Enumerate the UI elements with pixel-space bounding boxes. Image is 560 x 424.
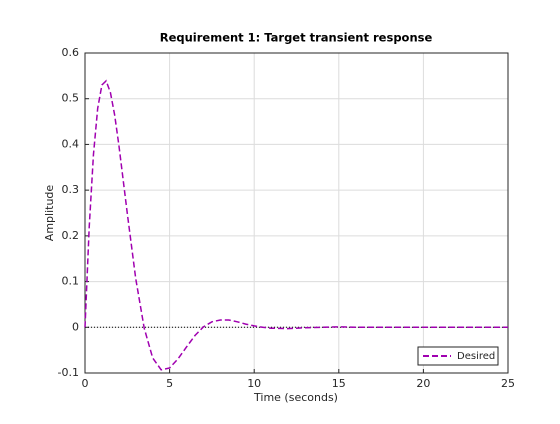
axes-box [84, 52, 509, 374]
x-tick-label: 5 [166, 377, 173, 390]
y-tick-label: 0.4 [62, 137, 80, 150]
x-tick-label: 10 [247, 377, 261, 390]
plot-area [85, 53, 508, 373]
chart-title: Requirement 1: Target transient response [160, 31, 433, 45]
y-tick-label: 0 [72, 320, 79, 333]
legend-label: Desired [457, 351, 495, 362]
y-tick-label: 0.6 [62, 46, 80, 59]
y-tick-label: 0.1 [62, 275, 80, 288]
x-tick-label: 0 [82, 377, 89, 390]
y-tick-label: 0.3 [62, 183, 80, 196]
x-axis-label: Time (seconds) [253, 391, 338, 404]
y-axis-label: Amplitude [43, 185, 56, 242]
y-tick-label: 0.2 [62, 229, 80, 242]
legend-box [417, 346, 499, 366]
data-line [84, 79, 508, 371]
x-tick-label: 25 [501, 377, 515, 390]
x-tick-label: 20 [416, 377, 430, 390]
y-tick-label: 0.5 [62, 92, 80, 105]
x-tick-label: 15 [332, 377, 346, 390]
y-tick-label: -0.1 [58, 366, 79, 379]
